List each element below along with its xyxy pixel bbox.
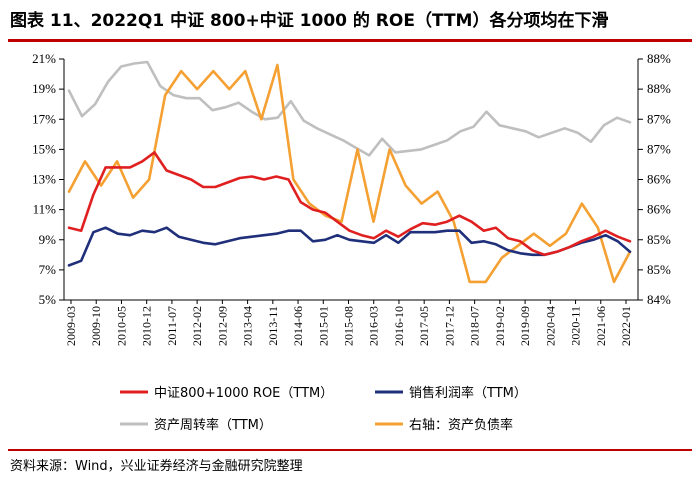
x-tick-label: 2016-03 xyxy=(367,306,381,346)
right-tick-label: 86% xyxy=(647,202,671,217)
left-tick-label: 17% xyxy=(32,111,56,126)
x-tick-label: 2016-10 xyxy=(392,306,406,346)
x-tick-label: 2019-09 xyxy=(518,306,532,346)
right-tick-label: 87% xyxy=(647,111,671,126)
x-tick-label: 2020-04 xyxy=(543,306,557,346)
x-axis-ticks: 2009-03 2009-10 2010-05 2010-12 2011-07 2012-… xyxy=(64,300,633,346)
x-tick-label: 2018-07 xyxy=(468,306,482,346)
x-tick-label: 2020-11 xyxy=(569,306,583,346)
left-tick-label: 13% xyxy=(32,172,56,187)
left-tick-label: 15% xyxy=(32,141,56,156)
left-tick-label: 19% xyxy=(32,81,56,96)
legend-label-3: 右轴：资产负债率 xyxy=(409,417,513,433)
right-tick-label: 85% xyxy=(647,232,671,247)
x-tick-label: 2019-02 xyxy=(493,306,507,346)
right-tick-label: 85% xyxy=(647,262,671,277)
x-tick-label: 2012-02 xyxy=(190,306,204,346)
series-line-1 xyxy=(67,226,632,267)
left-tick-label: 11% xyxy=(33,202,57,217)
legend-label-2: 资产周转率（TTM） xyxy=(154,417,272,433)
right-tick-label: 86% xyxy=(647,172,671,187)
right-tick-label: 88% xyxy=(647,81,671,96)
series-line-3 xyxy=(67,63,632,284)
left-tick-label: 21% xyxy=(32,51,56,66)
right-tick-label: 88% xyxy=(647,51,671,66)
x-tick-label: 2013-11 xyxy=(266,306,280,346)
left-tick-label: 7% xyxy=(39,262,57,277)
x-tick-label: 2014-06 xyxy=(291,306,305,346)
legend-label-1: 销售利润率（TTM） xyxy=(409,385,527,401)
legend: 中证800+1000 ROE（TTM） 销售利润率（TTM） 资产周转率（TTM） 右… xyxy=(120,385,527,433)
left-tick-label: 5% xyxy=(39,292,57,307)
legend-label-0: 中证800+1000 ROE（TTM） xyxy=(154,386,333,401)
series-line-2 xyxy=(67,60,632,157)
left-tick-label: 9% xyxy=(39,232,57,247)
x-tick-label: 2015-01 xyxy=(316,306,330,346)
x-tick-label: 2012-09 xyxy=(215,306,229,346)
series-lines xyxy=(67,60,632,284)
x-tick-label: 2009-10 xyxy=(89,306,103,346)
x-tick-label: 2010-12 xyxy=(140,306,154,346)
right-tick-label: 87% xyxy=(647,141,671,156)
x-tick-label: 2011-07 xyxy=(165,306,179,346)
x-tick-label: 2013-04 xyxy=(241,306,255,346)
x-tick-label: 2022-01 xyxy=(619,306,633,346)
figure-title: 图表 11、2022Q1 中证 800+中证 1000 的 ROE（TTM）各分… xyxy=(10,11,609,31)
source-rule xyxy=(8,449,692,451)
right-axis-ticks: 84% 85% 85% 86% 86% 87% 87% 88% 88% xyxy=(638,51,671,307)
x-tick-label: 2017-05 xyxy=(417,306,431,346)
x-tick-label: 2009-03 xyxy=(64,306,78,346)
x-tick-label: 2017-12 xyxy=(442,306,456,346)
x-tick-label: 2015-08 xyxy=(342,306,356,346)
source-note: 资料来源：Wind，兴业证券经济与金融研究院整理 xyxy=(10,459,303,474)
x-tick-label: 2021-06 xyxy=(594,306,608,346)
title-rule xyxy=(8,39,692,42)
x-tick-label: 2010-05 xyxy=(114,306,128,346)
right-tick-label: 84% xyxy=(647,292,671,307)
series-line-0 xyxy=(67,151,632,257)
left-axis-ticks: 5% 7% 9% 11% 13% 15% 17% 19% 21% xyxy=(32,51,64,307)
